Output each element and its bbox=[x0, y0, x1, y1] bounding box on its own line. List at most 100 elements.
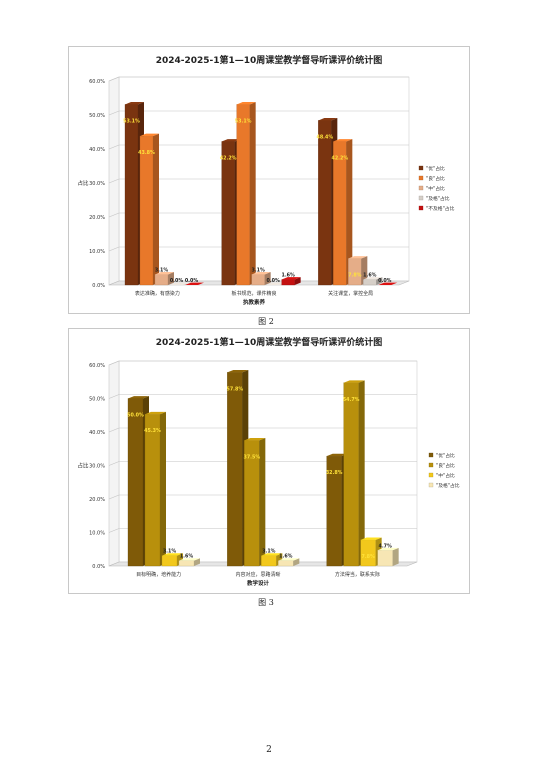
chart-1-gridline-side bbox=[108, 110, 120, 116]
chart-2-legend-swatch bbox=[428, 452, 434, 458]
chart-1-bar-front bbox=[318, 120, 332, 286]
chart-1-gridline-side bbox=[108, 144, 120, 150]
chart-2-bar-top bbox=[377, 547, 399, 551]
chart-2-ytick-label: 60.0% bbox=[89, 363, 105, 369]
chart-1-bar-side bbox=[264, 272, 271, 285]
chart-1-bar-top bbox=[236, 102, 256, 105]
chart-1-bar-front bbox=[333, 141, 347, 286]
chart-1-ytick-label: 0.0% bbox=[92, 283, 105, 289]
chart-1-bar-front bbox=[363, 279, 377, 286]
chart-1-legend-swatch bbox=[418, 195, 424, 201]
chart-1-bar-top bbox=[251, 272, 271, 275]
chart-2-bar-top bbox=[244, 437, 266, 441]
chart-1-data-label: 3.1% bbox=[252, 267, 265, 273]
chart-1-xtick-label: 关注课堂，掌控全局 bbox=[328, 290, 373, 297]
chart-1-bar bbox=[185, 282, 204, 285]
chart-1-bar-top bbox=[348, 256, 368, 259]
chart-1-data-label: 42.2% bbox=[332, 156, 349, 162]
chart-1-bar bbox=[251, 272, 271, 286]
chart-2-data-label: 32.8% bbox=[326, 470, 343, 476]
chart-2-gridline-side bbox=[108, 461, 120, 466]
chart-2-gridline-side bbox=[108, 528, 120, 533]
chart-2-data-label: 7.8% bbox=[362, 554, 375, 560]
chart-1-legend-swatch bbox=[418, 185, 424, 191]
chart-2-data-label: 54.7% bbox=[343, 397, 360, 403]
chart-2-bar-front bbox=[161, 555, 178, 567]
chart-2-gridline-side bbox=[108, 360, 120, 366]
chart-1-bar-front bbox=[348, 258, 362, 286]
chart-1-bar-side bbox=[249, 102, 256, 285]
chart-1-legend-label: "中"占比 bbox=[426, 185, 445, 192]
chart-2-data-label: 1.6% bbox=[180, 554, 193, 560]
chart-2-bar-top bbox=[145, 411, 166, 415]
chart-2-bar-front bbox=[178, 560, 195, 567]
chart-1-data-label: 3.1% bbox=[155, 267, 168, 273]
chart-1-gridline-side bbox=[108, 246, 120, 252]
chart-1-bar bbox=[154, 272, 174, 286]
chart-1-bar-side bbox=[376, 277, 383, 285]
chart-1-data-label: 42.2% bbox=[220, 156, 237, 162]
chart-2-data-label: 57.8% bbox=[227, 386, 244, 392]
chart-1-legend-swatch bbox=[418, 175, 424, 181]
chart-1-title: 2024-2025-1第1—10周课堂教学督导听课评价统计图 bbox=[155, 56, 383, 66]
chart-1-bar-side bbox=[346, 139, 353, 285]
chart-1-ytick-label: 30.0% bbox=[89, 181, 105, 187]
chart-1-data-label: 43.8% bbox=[138, 150, 155, 156]
chart-2-bar-top bbox=[227, 369, 249, 373]
chart-2-bar-front bbox=[278, 560, 294, 567]
chart-2-legend-label: "及格"占比 bbox=[436, 482, 460, 489]
chart-2-frame: 2024-2025-1第1—10周课堂教学督导听课评价统计图 0.0% 10.0%… bbox=[68, 328, 470, 594]
chart-2-bar-front bbox=[144, 414, 161, 567]
chart-1-bar-top bbox=[125, 102, 144, 105]
chart-1-bar-front bbox=[236, 104, 250, 286]
chart-1-gridline-side bbox=[108, 178, 120, 184]
chart-2-bar-top bbox=[128, 396, 149, 399]
chart-1-data-label: 1.6% bbox=[363, 273, 376, 279]
chart-1-bar bbox=[266, 282, 286, 285]
chart-2-bar bbox=[244, 437, 266, 567]
chart-2-bar-top bbox=[261, 553, 283, 556]
chart-2-ytick-label: 0.0% bbox=[92, 564, 105, 570]
chart-1-data-label: 7.8% bbox=[348, 272, 361, 278]
chart-2-ytick-label: 30.0% bbox=[89, 464, 105, 470]
chart-1-bar-top bbox=[333, 139, 353, 142]
chart-1-bar-top bbox=[281, 277, 301, 280]
chart-1-bar-front bbox=[221, 141, 235, 286]
chart-2-bar bbox=[377, 547, 399, 567]
chart-2-bar-front bbox=[127, 398, 144, 567]
chart-1-data-label: 0.0% bbox=[170, 278, 183, 284]
chart-1-bar-top bbox=[363, 277, 383, 280]
chart-1-bar-side bbox=[153, 133, 159, 285]
chart-1-bar bbox=[348, 256, 368, 286]
chart-2-bar-front bbox=[360, 539, 376, 567]
chart-2-gridline-side bbox=[108, 394, 120, 399]
chart-2-plot: 0.0% 10.0% 20.0% 30.0% 40.0% 50.0% 60.0% 占比 50.0… bbox=[77, 360, 460, 587]
chart-1-ytick-label: 60.0% bbox=[89, 79, 105, 85]
chart-1-ytick-label: 20.0% bbox=[89, 215, 105, 221]
chart-2-bar-front bbox=[227, 372, 243, 567]
chart-2-bar-side bbox=[160, 411, 166, 566]
chart-2-xtick-label: 目标明确，培养能力 bbox=[136, 571, 181, 578]
chart-2-bar bbox=[343, 380, 365, 567]
chart-1-bar-top bbox=[170, 282, 189, 285]
chart-2-bar-front bbox=[343, 382, 359, 567]
chart-1-bar-side bbox=[168, 272, 174, 285]
chart-1-data-label: 1.6% bbox=[282, 273, 295, 279]
chart-2-legend-label: "中"占比 bbox=[436, 472, 455, 479]
chart-1-bar-top bbox=[155, 272, 174, 275]
chart-1-gridline-side bbox=[108, 212, 120, 218]
chart-1-legend-label: "良"占比 bbox=[426, 175, 445, 182]
chart-1-bar-top bbox=[221, 139, 241, 142]
figure-2-caption: 图 2 bbox=[258, 317, 274, 326]
chart-2-legend-label: "良"占比 bbox=[436, 462, 455, 469]
chart-1-bar-side bbox=[294, 277, 301, 285]
chart-2-bar bbox=[144, 411, 166, 567]
chart-1-bar bbox=[139, 133, 159, 286]
chart-2-bar-top bbox=[360, 537, 382, 540]
chart-2-bar-side bbox=[293, 558, 300, 566]
chart-2-bar-top bbox=[343, 380, 365, 383]
chart-2-ytick-label: 50.0% bbox=[89, 397, 105, 403]
chart-1-bar bbox=[281, 277, 301, 286]
chart-1-data-label: 0.0% bbox=[267, 278, 280, 284]
chart-1-xtick-label: 板书规范，课件精良 bbox=[231, 290, 276, 297]
